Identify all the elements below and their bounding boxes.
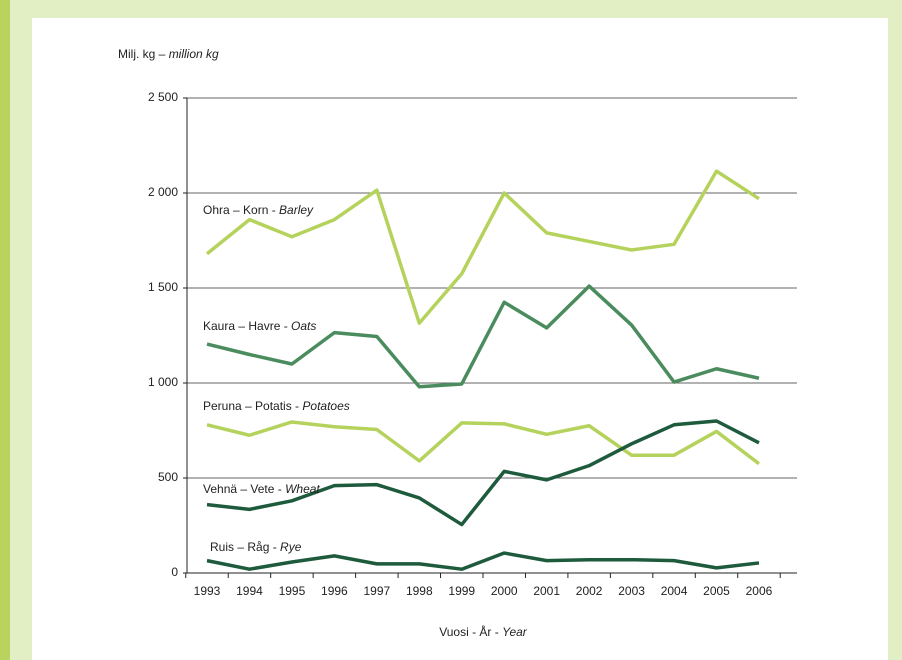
x-tick-label: 2004 — [661, 584, 688, 598]
series-line — [206, 419, 760, 527]
y-tick-label: 1 500 — [148, 280, 178, 294]
x-tick-label: 1993 — [194, 584, 221, 598]
series-label: Peruna – Potatis - Potatoes — [203, 399, 350, 413]
series-label-name: Ohra – Korn - — [203, 203, 276, 217]
y-axis-title: Milj. kg – million kg — [118, 47, 219, 61]
y-tick-label: 0 — [171, 565, 178, 579]
series-label-name: Ruis – Råg - — [210, 540, 277, 554]
y-axis-title-part: million kg — [169, 47, 219, 61]
x-tick-label: 2000 — [491, 584, 518, 598]
x-tick-label: 1996 — [321, 584, 348, 598]
x-tick-label: 1997 — [363, 584, 390, 598]
side-strip — [0, 0, 10, 660]
x-tick-label: 1998 — [406, 584, 433, 598]
series-label: Kaura – Havre - Oats — [203, 319, 316, 333]
series-label: Ohra – Korn - Barley — [203, 203, 314, 217]
y-axis-title-part: Milj. kg – — [118, 47, 166, 61]
y-tick-label: 500 — [158, 470, 178, 484]
series-label-name: Kaura – Havre - — [203, 319, 288, 333]
x-tick-label: 2006 — [746, 584, 773, 598]
x-tick-label: 2003 — [618, 584, 645, 598]
x-tick-label: 2002 — [576, 584, 603, 598]
series-label-name-en: Oats — [291, 319, 316, 333]
x-tick-label: 1994 — [236, 584, 263, 598]
x-tick-label: 1999 — [448, 584, 475, 598]
panel — [32, 18, 888, 660]
y-tick-label: 2 000 — [148, 185, 178, 199]
series-line — [205, 169, 760, 325]
series-label-name-en: Wheat — [285, 482, 320, 496]
series-label: Ruis – Råg - Rye — [210, 540, 302, 554]
series-label: Vehnä – Vete - Wheat — [203, 482, 320, 496]
x-axis-title-part: Vuosi - År - — [439, 624, 499, 639]
series-label-name-en: Rye — [280, 540, 302, 554]
series-line — [206, 420, 761, 466]
x-tick-label: 2001 — [533, 584, 560, 598]
series-label-name: Vehnä – Vete - — [203, 482, 282, 496]
series-line — [206, 551, 760, 571]
y-tick-label: 2 500 — [148, 90, 178, 104]
x-tick-label: 2005 — [703, 584, 730, 598]
series-line — [206, 284, 760, 389]
y-tick-label: 1 000 — [148, 375, 178, 389]
series-label-name: Peruna – Potatis - — [203, 399, 299, 413]
series-label-name-en: Potatoes — [302, 399, 349, 413]
x-tick-label: 1995 — [279, 584, 306, 598]
series-label-name-en: Barley — [279, 203, 314, 217]
x-axis-title-part: Year — [502, 625, 528, 639]
x-axis-title: Vuosi - År - Year — [439, 624, 528, 639]
